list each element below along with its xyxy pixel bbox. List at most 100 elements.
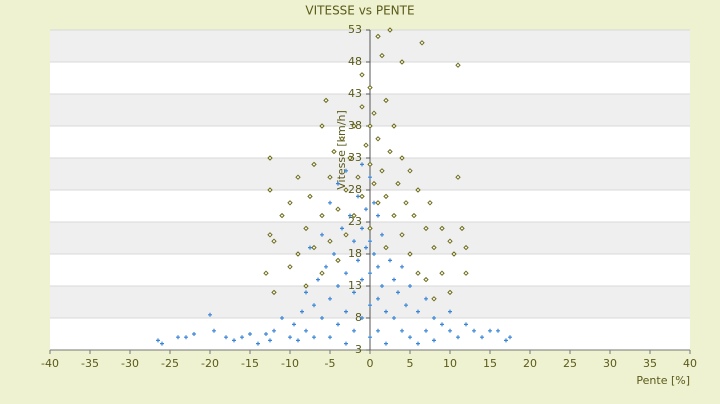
scatter-point <box>192 332 196 336</box>
scatter-point <box>303 225 309 232</box>
scatter-point <box>295 251 301 257</box>
scatter-point <box>344 341 348 346</box>
x-tick-label: -30 <box>121 357 139 370</box>
scatter-point <box>448 309 452 314</box>
scatter-point <box>184 335 188 340</box>
scatter-point <box>156 338 160 343</box>
scatter-point <box>279 212 285 219</box>
x-tick-label: -20 <box>201 357 219 370</box>
scatter-point <box>387 148 393 155</box>
scatter-point <box>160 341 164 346</box>
x-tick-label: -5 <box>325 357 336 370</box>
scatter-point <box>432 338 436 343</box>
scatter-point <box>455 174 461 180</box>
scatter-point <box>340 226 344 231</box>
scatter-point <box>240 335 244 340</box>
scatter-point <box>360 162 364 167</box>
scatter-point <box>504 338 508 343</box>
scatter-point <box>424 296 428 301</box>
scatter-point <box>447 238 453 244</box>
y-tick-label: 48 <box>348 55 362 68</box>
scatter-point <box>380 232 384 237</box>
x-tick-label: -35 <box>81 357 99 370</box>
scatter-point <box>212 328 216 333</box>
scatter-point <box>463 270 469 276</box>
scatter-point <box>368 303 372 308</box>
scatter-point <box>360 226 364 231</box>
y-tick-label: 28 <box>348 183 362 196</box>
x-tick-label: -15 <box>241 357 259 370</box>
scatter-point <box>375 136 381 142</box>
scatter-point <box>248 332 252 336</box>
scatter-point <box>268 338 272 343</box>
y-tick-label: 13 <box>348 279 362 292</box>
scatter-point <box>388 258 392 263</box>
scatter-point <box>303 283 309 289</box>
scatter-point <box>464 322 468 327</box>
scatter-point <box>399 155 405 161</box>
scatter-point <box>376 296 380 301</box>
scatter-point <box>352 328 356 333</box>
scatter-point <box>328 335 332 340</box>
scatter-point <box>344 168 348 173</box>
scatter-point <box>332 252 336 256</box>
scatter-point <box>355 174 361 180</box>
scatter-point <box>344 309 348 314</box>
x-tick-label: 20 <box>523 357 537 370</box>
scatter-point <box>328 200 332 205</box>
scatter-point <box>336 181 340 186</box>
y-tick-label: 18 <box>348 247 362 260</box>
scatter-point <box>271 238 277 244</box>
x-tick-label: -25 <box>161 357 179 370</box>
x-tick-label: 15 <box>483 357 497 370</box>
x-axis-label: Pente [%] <box>636 374 690 387</box>
scatter-point <box>267 187 273 193</box>
scatter-point <box>287 264 293 270</box>
scatter-point <box>304 290 308 295</box>
x-tick-label: 30 <box>603 357 617 370</box>
scatter-point <box>287 200 293 206</box>
scatter-point <box>411 212 417 219</box>
scatter-point <box>392 316 396 320</box>
scatter-point <box>431 296 437 302</box>
scatter-point <box>379 52 385 59</box>
scatter-point <box>387 27 393 33</box>
y-tick-label: 33 <box>348 151 362 164</box>
scatter-point <box>367 225 373 232</box>
scatter-point <box>312 303 316 308</box>
scatter-point <box>423 276 429 283</box>
scatter-point <box>400 328 404 333</box>
scatter-point <box>360 277 364 282</box>
scatter-point <box>496 328 500 333</box>
scatter-point <box>375 200 381 206</box>
scatter-point <box>368 335 372 340</box>
scatter-point <box>431 244 437 251</box>
scatter-point <box>343 187 349 193</box>
scatter-point <box>208 312 212 317</box>
scatter-point <box>316 277 320 282</box>
scatter-point <box>463 244 469 251</box>
scatter-point <box>280 316 284 320</box>
scatter-point <box>288 335 292 340</box>
scatter-point <box>339 136 345 142</box>
scatter-point <box>459 225 465 232</box>
scatter-point <box>344 271 348 276</box>
scatter-point <box>439 225 445 232</box>
scatter-point <box>371 180 377 187</box>
scatter-point <box>256 341 260 346</box>
scatter-point <box>416 341 420 346</box>
scatter-point <box>451 251 457 257</box>
scatter-point <box>347 155 353 161</box>
scatter-point <box>267 232 273 238</box>
scatter-point <box>364 207 368 212</box>
scatter-point <box>224 335 228 340</box>
y-tick-label: 23 <box>348 215 362 228</box>
scatter-point <box>375 33 381 40</box>
x-tick-label: 10 <box>443 357 457 370</box>
scatter-point <box>440 322 444 327</box>
scatter-point <box>379 168 385 174</box>
scatter-point <box>335 257 341 264</box>
scatter-point <box>384 341 388 346</box>
scatter-point <box>295 174 301 180</box>
